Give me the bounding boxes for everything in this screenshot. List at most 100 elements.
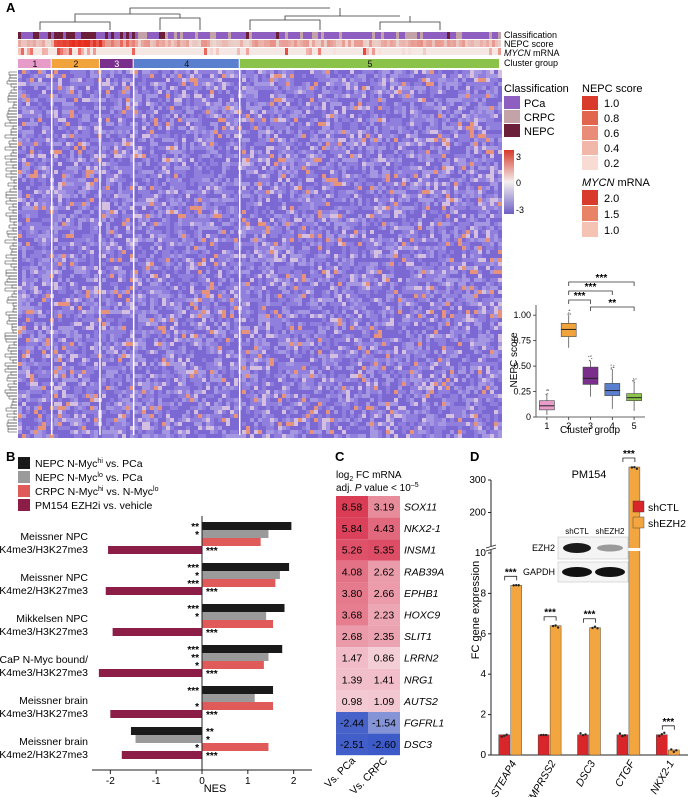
panel-d-legend-label: shEZH2 — [648, 518, 686, 530]
expression-heatmap — [18, 70, 502, 438]
panel-c-cell — [336, 733, 368, 756]
panel-b-significance: ** — [191, 522, 199, 533]
panel-b-significance: *** — [206, 751, 218, 762]
panel-d-significance: *** — [544, 608, 556, 619]
cluster-bar-segment — [99, 59, 133, 68]
panel-b-significance: *** — [206, 628, 218, 639]
panel-b-legend-label: CRPC N-Mychi vs. N-Myclo — [35, 486, 159, 498]
panel-b-significance: *** — [206, 587, 218, 598]
panel-b-legend-swatch — [18, 471, 30, 483]
panel-c-value: 1.09 — [374, 696, 395, 708]
panel-c-value: 3.68 — [342, 610, 363, 622]
boxplot-box — [539, 400, 555, 411]
panel-b-group-label: Meissner brain — [19, 695, 88, 707]
panel-d-category: DSC3 — [574, 758, 598, 788]
panel-b-bar — [202, 604, 285, 612]
panel-c-gene: EPHB1 — [404, 588, 438, 600]
panel-c-value: -2.51 — [340, 739, 364, 751]
panel-b-bar — [110, 710, 202, 718]
panel-c-cell — [368, 712, 400, 734]
legend-mycn-value: 1.0 — [604, 225, 619, 237]
panel-c-cell — [368, 690, 400, 712]
panel-d-ylabel: FC gene expression — [470, 561, 482, 659]
panel-d-bar — [656, 734, 668, 756]
panel-d-significance: *** — [505, 567, 517, 578]
panel-d-category: NKX2-1 — [648, 759, 677, 797]
panel-a: A 1 2 3 4 5 Classification NEPC score MYCN m… — [4, 0, 650, 438]
panel-c-gene: RAB39A — [404, 566, 444, 578]
panel-c: C log2 FC mRNA adj. P value < 10–5 8.58 3… — [322, 449, 444, 797]
boxplot-ytick: 0.75 — [513, 336, 531, 346]
panel-b-group-label: H3K4me3/H3K27me3 — [0, 544, 88, 556]
panel-c-value: 1.47 — [342, 653, 363, 665]
panel-d-ytick: 8 — [480, 588, 486, 599]
panel-c-cell — [336, 560, 368, 583]
panel-b-group-label: H3K4me3/H3K27me3 — [0, 667, 88, 679]
boxplot-xtick: 5 — [632, 421, 637, 431]
panel-c-value: 2.62 — [374, 566, 395, 578]
panel-b-xtick: -2 — [106, 776, 115, 787]
panel-b-xtick: 2 — [291, 776, 297, 787]
panel-b-significance: * — [195, 612, 199, 623]
blot-band — [597, 544, 623, 552]
panel-d-legend-swatch — [632, 516, 645, 529]
panel-c-value: 2.35 — [374, 631, 395, 643]
panel-c-cell — [336, 539, 368, 561]
track-label-nepc: NEPC score — [504, 39, 554, 49]
boxplot-ytick: 0 — [526, 412, 531, 422]
panel-b-xtick: -1 — [152, 776, 161, 787]
blot-lane-label: shCTL — [565, 527, 589, 536]
boxplot-box — [560, 323, 577, 337]
panel-c-letter: C — [335, 449, 345, 464]
panel-c-value: -2.60 — [372, 739, 396, 751]
panel-c-cell — [336, 690, 368, 712]
panel-c-gene: AUTS2 — [403, 696, 438, 708]
panel-b-bar — [202, 563, 290, 571]
panel-c-value: 2.68 — [342, 631, 363, 643]
track-label-classification: Classification — [504, 30, 557, 40]
scale-mid: 0 — [516, 178, 521, 188]
panel-b-significance: * — [195, 571, 199, 582]
panel-c-value: 1.39 — [342, 674, 363, 686]
blot-band — [562, 567, 592, 577]
panel-c-value: 5.35 — [374, 545, 395, 557]
panel-b-bar — [202, 538, 261, 546]
boxplot-ylabel: NEPC score — [509, 332, 520, 387]
panel-c-cell — [336, 625, 368, 648]
annotation-tracks: 1 2 3 4 5 — [18, 32, 501, 69]
panel-b-xtick: 1 — [245, 776, 251, 787]
panel-c-cell — [336, 604, 368, 626]
panel-b-bar — [130, 727, 202, 735]
boxplot-xtick: 1 — [544, 421, 549, 431]
column-dendrogram — [39, 7, 441, 30]
boxplot-ytick: 0.50 — [513, 361, 531, 371]
panel-b-legend-swatch — [18, 485, 30, 497]
cluster-label: 3 — [114, 59, 119, 69]
legend-mycn-title: MYCN mRNA — [582, 177, 650, 189]
legend-nepc-title: NEPC score — [582, 83, 643, 95]
panel-c-gene: LRRN2 — [404, 653, 439, 665]
panel-b-xlabel: NES — [204, 783, 227, 795]
significance-label: *** — [585, 282, 597, 293]
track-label-cluster: Cluster group — [504, 58, 558, 68]
panel-b-significance: ** — [206, 727, 214, 738]
legend-nepc-swatch — [582, 111, 598, 125]
panel-b-legend-swatch — [18, 499, 30, 511]
legend-nepc-value: 0.4 — [604, 143, 619, 155]
panel-b-group-label: H3K4me2/H3K27me3 — [0, 585, 88, 597]
cluster-label: 1 — [32, 59, 37, 69]
nepc-boxplot: NEPC score Cluster group 0 0.25 0.50 0.75 1.… — [509, 273, 645, 436]
panel-b-bar — [202, 661, 264, 669]
row-dendrogram — [4, 71, 17, 433]
panel-d-significance: *** — [662, 717, 674, 728]
panel-b-bar — [108, 546, 202, 554]
legend-nepc-value: 0.6 — [604, 128, 619, 140]
boxplot-xtick: 2 — [566, 421, 571, 431]
panel-c-value: 0.86 — [374, 653, 395, 665]
panel-b-group-label: H3K4me3/H3K27me3 — [0, 708, 88, 720]
classification-legend: Classification PCa CRPC NEPC — [504, 83, 569, 138]
blot-lane-label: shEZH2 — [596, 527, 625, 536]
panel-d-category: CTGF — [613, 758, 638, 789]
panel-b-bar — [121, 751, 202, 759]
